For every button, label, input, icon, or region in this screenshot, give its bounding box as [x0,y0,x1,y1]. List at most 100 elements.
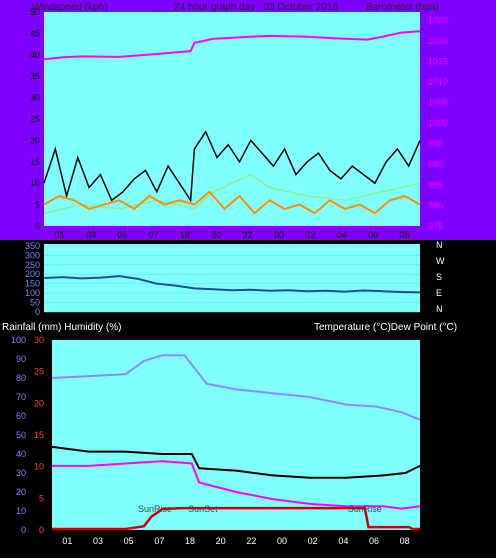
ytick-rain-label: 5 [39,493,44,503]
ytick-rain-label: 15 [34,430,44,440]
xtick-label: 05 [117,230,127,240]
ytick-right-label: 1020 [428,36,448,46]
ytick-direction-label: 150 [25,279,40,289]
ytick-humidity-label: 20 [16,487,26,497]
ytick-temp-label: 35 [426,359,436,369]
ytick-left-label: 15 [30,157,40,167]
compass-n-label: N [436,304,443,314]
ytick-humidity-label: 30 [16,468,26,478]
series-dewpoint-line [52,460,421,510]
ytick-temp-label: 10 [426,478,436,488]
sun-annotation-label: SunRise [138,504,172,514]
ytick-humidity-label: 80 [16,373,26,383]
ytick-rain-label: 30 [34,335,44,345]
ytick-left-label: 30 [30,93,40,103]
ytick-right-label: 1005 [428,98,448,108]
xtick-bottom-label: 03 [93,536,103,546]
xtick-label: 20 [211,230,221,240]
ytick-temp-label: 15 [426,454,436,464]
series-direction-line [43,275,421,294]
ytick-right-label: 1000 [428,118,448,128]
ytick-right-label: 1025 [428,15,448,25]
xtick-bottom-label: 20 [216,536,226,546]
ytick-temp-label: 0 [426,525,431,535]
series-wind-line [43,130,421,203]
xtick-label: 04 [337,230,347,240]
xtick-bottom-label: 00 [277,536,287,546]
ytick-right-label: 985 [428,180,443,190]
xtick-bottom-label: 07 [154,536,164,546]
ytick-right-label: 975 [428,221,443,231]
ytick-direction-label: 100 [25,288,40,298]
xtick-bottom-label: 04 [338,536,348,546]
header-left-label: Windspeed (kph) [32,2,108,13]
ytick-humidity-label: 70 [16,392,26,402]
ytick-temp-label: 5 [426,501,431,511]
series-average-line [43,190,421,215]
plot-area-wind [44,12,420,226]
ytick-left-label: 10 [30,178,40,188]
xtick-label: 22 [243,230,253,240]
ytick-temp-label: 30 [426,383,436,393]
ytick-direction-label: 350 [25,241,40,251]
ytick-humidity-label: 60 [16,411,26,421]
ytick-right-label: 1015 [428,56,448,66]
ytick-temp-label: 40 [426,335,436,345]
ytick-direction-label: 200 [25,269,40,279]
ytick-humidity-label: 100 [11,335,26,345]
xtick-bottom-label: 22 [246,536,256,546]
sun-annotation-label: SunSet [188,504,218,514]
xtick-bottom-label: 18 [185,536,195,546]
xtick-label: 18 [180,230,190,240]
xtick-bottom-label: 05 [124,536,134,546]
header-right-label: Barometer (hpa) [366,2,439,13]
ytick-humidity-label: 10 [16,506,26,516]
ytick-right-label: 995 [428,139,443,149]
sun-annotation-label: SunRise [348,504,382,514]
series-humidity-line [51,354,421,421]
bottom-header-left-label: Rainfall (mm) Humidity (%) [2,322,122,333]
compass-s-label: S [436,272,442,282]
ytick-direction-label: 0 [35,307,40,317]
ytick-left-label: 5 [35,200,40,210]
ytick-humidity-label: 40 [16,449,26,459]
xtick-bottom-label: 06 [369,536,379,546]
ytick-left-label: 20 [30,135,40,145]
xtick-label: 02 [305,230,315,240]
ytick-left-label: 45 [30,28,40,38]
xtick-bottom-label: 01 [62,536,72,546]
ytick-left-label: 0 [35,221,40,231]
ytick-right-label: 990 [428,159,443,169]
ytick-left-label: 50 [30,7,40,17]
xtick-label: 08 [399,230,409,240]
ytick-right-label: 1010 [428,77,448,87]
xtick-bottom-label: 02 [308,536,318,546]
ytick-temp-label: 20 [426,430,436,440]
series-gust-line [43,173,421,214]
series-temperature-line [51,445,421,479]
ytick-left-label: 25 [30,114,40,124]
series-barometer-line [43,30,421,61]
compass-n-label: N [436,240,443,250]
compass-w-label: W [436,256,445,266]
ytick-left-label: 40 [30,50,40,60]
compass-e-label: E [436,288,442,298]
ytick-humidity-label: 0 [21,525,26,535]
ytick-rain-label: 10 [34,462,44,472]
ytick-rain-label: 20 [34,398,44,408]
xtick-label: 03 [86,230,96,240]
ytick-humidity-label: 90 [16,354,26,364]
ytick-rain-label: 25 [34,367,44,377]
xtick-label: 06 [368,230,378,240]
ytick-left-label: 35 [30,71,40,81]
header-center-label: 24 hour graph day : 03 October 2018 [174,2,339,13]
xtick-label: 00 [274,230,284,240]
series-rainfall-line [52,506,420,531]
ytick-direction-label: 50 [30,298,40,308]
ytick-rain-label: 0 [39,525,44,535]
ytick-right-label: 980 [428,200,443,210]
xtick-label: 07 [149,230,159,240]
ytick-direction-label: 250 [25,260,40,270]
bottom-header-right-label: Temperature (°C)Dew Point (°C) [314,322,458,333]
